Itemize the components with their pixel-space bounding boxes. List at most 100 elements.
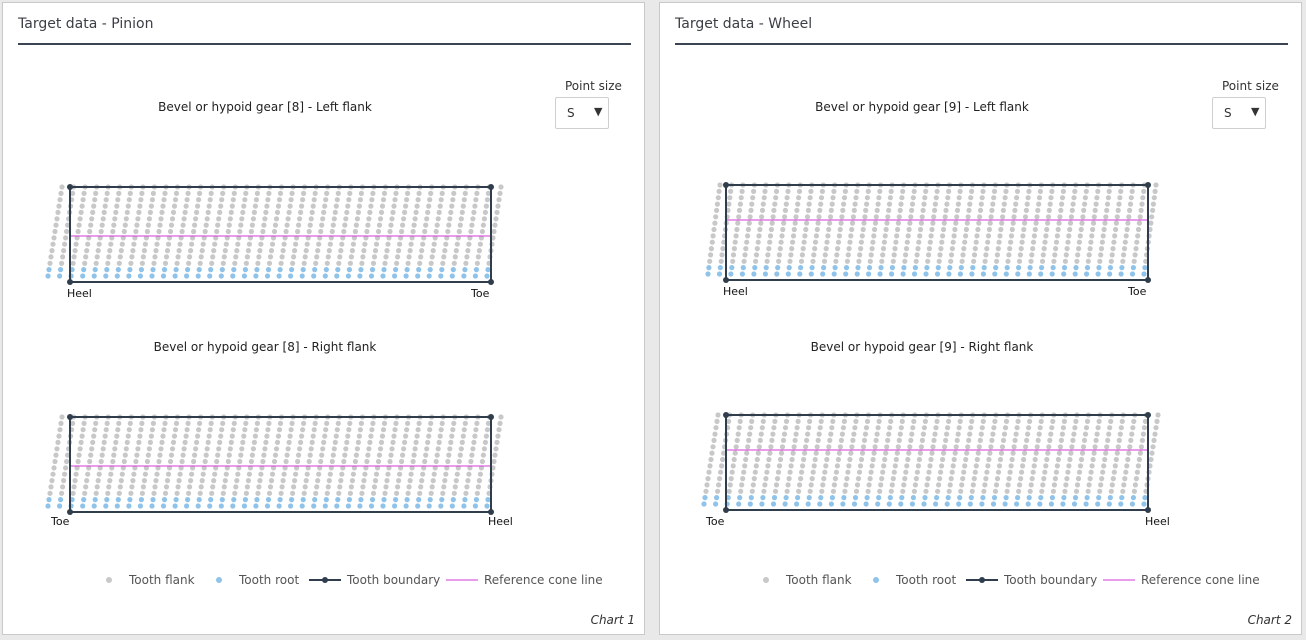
tooth-flank-point (943, 437, 949, 443)
tooth-flank-point (814, 444, 820, 450)
tooth-flank-point (987, 450, 993, 456)
tooth-flank-point (718, 469, 724, 475)
tooth-flank-point (198, 484, 204, 490)
tooth-flank-point (360, 484, 366, 490)
tooth-flank-point (709, 450, 715, 456)
tooth-flank-point (260, 458, 266, 465)
tooth-flank-point (172, 197, 179, 203)
tooth-root-point (736, 501, 742, 507)
tooth-flank-point (751, 188, 757, 194)
tooth-flank-point (242, 197, 248, 203)
legend-item-tooth-boundary[interactable]: Tooth boundary (309, 573, 440, 587)
tooth-flank-point (399, 458, 405, 465)
tooth-flank-point (90, 209, 96, 215)
tooth-root-point (1026, 495, 1032, 501)
tooth-flank-point (932, 431, 938, 437)
tooth-flank-point (191, 458, 197, 465)
tooth-flank-point (208, 190, 214, 196)
tooth-flank-point (1089, 463, 1095, 469)
tooth-root-point (300, 497, 306, 503)
tooth-flank-point (133, 228, 139, 235)
point-size-select[interactable]: S ▼ (1212, 97, 1266, 129)
tooth-flank-point (117, 484, 123, 490)
tooth-flank-point (378, 209, 385, 215)
tooth-flank-point (807, 418, 813, 424)
tooth-flank-point (1083, 188, 1089, 194)
tooth-root-point (114, 503, 120, 509)
tooth-flank-point (152, 484, 158, 490)
tooth-flank-point (886, 201, 893, 207)
tooth-flank-point (188, 478, 194, 484)
tooth-flank-point (776, 252, 782, 258)
tooth-flank-point (181, 216, 187, 222)
tooth-flank-point (1098, 252, 1104, 258)
tooth-flank-point (298, 439, 304, 445)
tooth-flank-point (389, 446, 395, 452)
tooth-root-point (403, 273, 409, 279)
legend-item-tooth-root[interactable]: Tooth root (870, 573, 956, 587)
chart-title: Bevel or hypoid gear [9] - Right flank (811, 340, 1034, 354)
tooth-root-point (323, 497, 329, 503)
tooth-flank-point (252, 433, 258, 439)
tooth-flank-point (255, 260, 261, 266)
tooth-flank-point (273, 446, 280, 452)
tooth-flank-point (1062, 258, 1068, 264)
tooth-root-point (276, 503, 282, 509)
tooth-root-point (901, 265, 907, 271)
tooth-root-point (1095, 271, 1101, 277)
legend-item-reference-cone-line[interactable]: Reference cone line (446, 573, 603, 587)
tooth-flank-point (286, 439, 292, 445)
tooth-flank-point (233, 484, 239, 490)
tooth-flank-point (258, 241, 264, 247)
tooth-flank-point (763, 476, 769, 482)
tooth-flank-point (465, 248, 471, 254)
tooth-flank-point (742, 252, 748, 258)
point-size-select[interactable]: S ▼ (555, 97, 609, 129)
tooth-flank-point (366, 216, 372, 222)
tooth-flank-point (949, 246, 955, 252)
tooth-flank-point (1053, 246, 1059, 252)
tooth-flank-point (799, 252, 805, 258)
tooth-flank-point (402, 439, 408, 445)
tooth-flank-point (767, 239, 773, 245)
tooth-flank-point (308, 216, 314, 222)
tooth-flank-point (75, 228, 81, 235)
tooth-flank-point (348, 484, 354, 490)
tooth-root-point (173, 497, 179, 503)
tooth-root-point (887, 495, 893, 501)
tooth-flank-point (182, 209, 188, 215)
tooth-flank-point (265, 427, 271, 433)
tooth-flank-point (127, 190, 133, 196)
tooth-flank-point (1066, 233, 1072, 239)
tooth-flank-point (264, 203, 270, 209)
legend-item-tooth-boundary[interactable]: Tooth boundary (966, 573, 1097, 587)
tooth-flank-point (317, 465, 323, 471)
tooth-flank-point (245, 248, 251, 254)
tooth-flank-point (851, 431, 857, 437)
legend-item-tooth-flank[interactable]: Tooth flank (103, 573, 195, 587)
tooth-flank-point (778, 450, 785, 456)
tooth-flank-point (1152, 188, 1158, 194)
tooth-flank-point (421, 235, 427, 241)
tooth-flank-point (150, 190, 156, 196)
tooth-flank-point (324, 490, 330, 496)
tooth-flank-point (1056, 450, 1062, 456)
legend-item-tooth-root[interactable]: Tooth root (213, 573, 299, 587)
legend-item-tooth-flank[interactable]: Tooth flank (760, 573, 852, 587)
tooth-flank-point (388, 452, 394, 458)
tooth-flank-point (355, 439, 361, 445)
tooth-flank-point (1010, 450, 1016, 456)
tooth-flank-point (454, 471, 460, 477)
tooth-root-point (160, 273, 167, 279)
tooth-flank-point (221, 254, 227, 260)
tooth-flank-point (65, 222, 71, 228)
tooth-flank-point (151, 490, 157, 496)
tooth-flank-point (708, 246, 714, 252)
tooth-flank-point (460, 203, 466, 209)
legend-item-reference-cone-line[interactable]: Reference cone line (1103, 573, 1260, 587)
tooth-root-point (462, 267, 468, 273)
tooth-flank-point (853, 488, 860, 494)
tooth-flank-point (917, 233, 923, 239)
tooth-flank-point (965, 214, 971, 220)
tooth-flank-point (1057, 444, 1063, 450)
